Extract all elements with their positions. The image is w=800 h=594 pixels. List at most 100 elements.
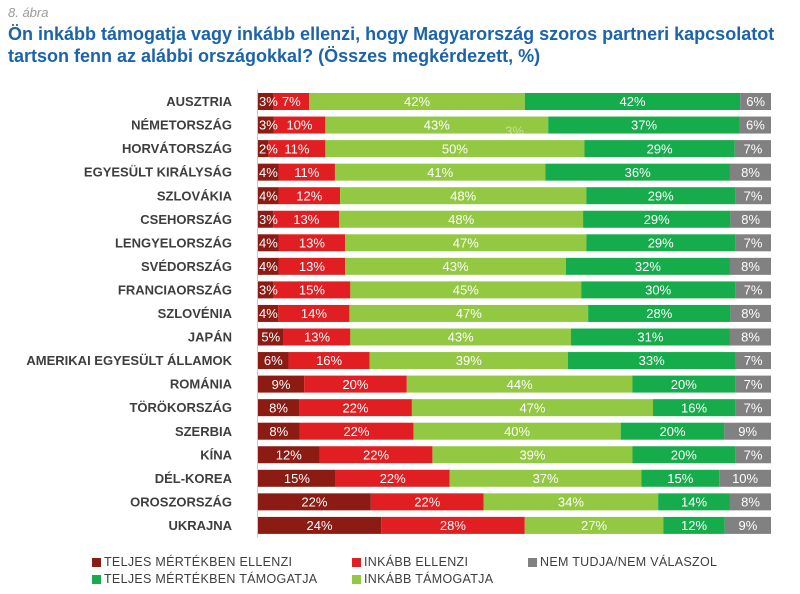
data-label-value: 22 [301, 495, 315, 510]
data-label-value: 4 [259, 165, 266, 180]
data-label-value: 29 [647, 141, 661, 156]
data-label-value: 22 [414, 495, 428, 510]
bar-szlovenia-teljes-mertekben-ellenzi [258, 304, 279, 322]
data-label-torokorszag-teljes-mertekben-ellenzi: 8% [269, 400, 288, 415]
data-label-value: 8 [741, 165, 748, 180]
data-label-szlovenia-nem-tudja-nem-valaszol: 8% [741, 306, 760, 321]
data-label-kina-inkabb-tamogatja: 39% [519, 447, 545, 462]
bar-szerbia-teljes-mertekben-ellenzi [258, 422, 300, 440]
bar-ausztria-inkabb-ellenzi [273, 93, 310, 110]
data-label-value: 7 [744, 447, 751, 462]
data-label-unit: % [751, 353, 763, 368]
data-label-value: 7 [744, 283, 751, 298]
legend-label-inkabb-tamogatja: INKÁBB TÁMOGATJA [364, 572, 494, 586]
data-label-unit: % [748, 495, 760, 510]
category-label-japan: JAPÁN [188, 330, 232, 345]
data-label-value: 42 [404, 94, 418, 109]
data-label-romania-inkabb-tamogatja: 44% [507, 377, 533, 392]
bar-szlovenia-teljes-mertekben-tamogatja [588, 304, 731, 322]
bar-szlovenia-inkabb-tamogatja [349, 304, 589, 322]
data-label-unit: % [266, 141, 278, 156]
bar-egyesult-kiralysag-nem-tudja-nem-valaszol [729, 163, 771, 181]
bar-svedorszag-teljes-mertekben-tamogatja [565, 257, 730, 275]
data-label-unit: % [534, 447, 546, 462]
data-label-value: 37 [631, 118, 645, 133]
data-label-amerikai-egyesult-allamok-teljes-mertekben-ellenzi: 6% [264, 353, 283, 368]
data-label-unit: % [331, 353, 343, 368]
data-label-unit: % [649, 259, 661, 274]
data-label-unit: % [279, 377, 291, 392]
data-label-value: 2 [259, 141, 266, 156]
bar-franciaorszag-inkabb-ellenzi [273, 281, 351, 299]
data-label-value: 13 [304, 330, 318, 345]
data-label-unit: % [662, 188, 674, 203]
data-label-unit: % [266, 188, 278, 203]
data-label-japan-inkabb-ellenzi: 13% [304, 330, 330, 345]
data-label-unit: % [751, 235, 763, 250]
data-label-del-korea-inkabb-ellenzi: 22% [380, 471, 406, 486]
category-label-amerikai-egyesult-allamok: AMERIKAI EGYESÜLT ÁLLAMOK [26, 353, 232, 368]
data-label-value: 3 [259, 212, 266, 227]
bar-lengyelorszag-teljes-mertekben-ellenzi [258, 234, 279, 252]
data-label-unit: % [751, 188, 763, 203]
data-label-unit: % [747, 471, 759, 486]
data-label-value: 12 [296, 188, 310, 203]
bar-csehorszag-teljes-mertekben-ellenzi [258, 210, 274, 228]
data-label-nemetorszag-teljes-mertekben-tamogatja: 37% [631, 118, 657, 133]
bar-csehorszag-inkabb-tamogatja [339, 210, 584, 228]
data-label-value: 27 [581, 518, 595, 533]
bar-oroszorszag-inkabb-tamogatja [483, 493, 659, 511]
data-label-value: 20 [660, 424, 674, 439]
legend-swatch-inkabb-tamogatja [352, 574, 361, 584]
data-label-unit: % [266, 165, 278, 180]
data-label-oroszorszag-teljes-mertekben-ellenzi: 22% [301, 495, 327, 510]
bar-egyesult-kiralysag-teljes-mertekben-ellenzi [258, 163, 279, 181]
data-label-value: 24 [307, 518, 321, 533]
data-label-value: 6 [746, 94, 753, 109]
data-label-szlovenia-inkabb-ellenzi: 14% [301, 306, 327, 321]
data-label-unit: % [696, 518, 708, 533]
data-label-egyesult-kiralysag-teljes-mertekben-tamogatja: 36% [625, 165, 651, 180]
data-label-franciaorszag-inkabb-tamogatja: 45% [453, 283, 479, 298]
data-label-value: 22 [343, 424, 357, 439]
bar-ukrajna-teljes-mertekben-tamogatja [663, 516, 725, 534]
bar-nemetorszag-teljes-mertekben-ellenzi [258, 116, 274, 134]
data-label-unit: % [308, 212, 320, 227]
bar-franciaorszag-teljes-mertekben-tamogatja [581, 281, 736, 299]
data-label-value: 7 [744, 353, 751, 368]
data-label-value: 12 [276, 447, 290, 462]
data-label-value: 6 [746, 118, 753, 133]
data-label-value: 7 [744, 188, 751, 203]
data-label-value: 13 [299, 259, 313, 274]
legend-label-inkabb-ellenzi: INKÁBB ELLENZI [364, 555, 469, 569]
bar-ausztria-inkabb-tamogatja [309, 93, 525, 110]
data-label-amerikai-egyesult-allamok-inkabb-tamogatja: 39% [456, 353, 482, 368]
data-label-unit: % [289, 94, 301, 109]
category-label-kina: KÍNA [200, 447, 232, 462]
data-label-romania-teljes-mertekben-ellenzi: 9% [272, 377, 291, 392]
data-label-unit: % [751, 447, 763, 462]
bar-horvatorszag-teljes-mertekben-ellenzi [258, 140, 269, 158]
category-label-szerbia: SZERBIA [175, 424, 233, 439]
bar-szlovakia-nem-tudja-nem-valaszol [735, 187, 771, 205]
data-label-unit: % [639, 165, 651, 180]
data-label-value: 40 [504, 424, 518, 439]
legend-swatch-inkabb-ellenzi [352, 557, 361, 567]
data-label-unit: % [357, 377, 369, 392]
bar-horvatorszag-inkabb-tamogatja [325, 140, 585, 158]
legend-item-teljes-tamogatja: TELJES MÉRTÉKBEN TÁMOGATJA [92, 571, 317, 587]
data-label-value: 43 [448, 330, 462, 345]
bar-franciaorszag-teljes-mertekben-ellenzi [258, 281, 274, 299]
data-label-unit: % [313, 235, 325, 250]
bar-nemetorszag-teljes-mertekben-tamogatja [548, 116, 740, 134]
data-label-lengyelorszag-teljes-mertekben-tamogatja: 29% [648, 235, 674, 250]
data-label-unit: % [470, 353, 482, 368]
data-label-value: 15 [284, 471, 298, 486]
data-label-value: 30 [645, 283, 659, 298]
annotation-label: 3% [505, 124, 524, 139]
data-label-unit: % [645, 118, 657, 133]
data-label-unit: % [313, 259, 325, 274]
bar-amerikai-egyesult-allamok-inkabb-ellenzi [288, 352, 370, 370]
data-label-romania-nem-tudja-nem-valaszol: 7% [744, 377, 763, 392]
category-label-franciaorszag: FRANCIAORSZÁG [118, 282, 232, 297]
